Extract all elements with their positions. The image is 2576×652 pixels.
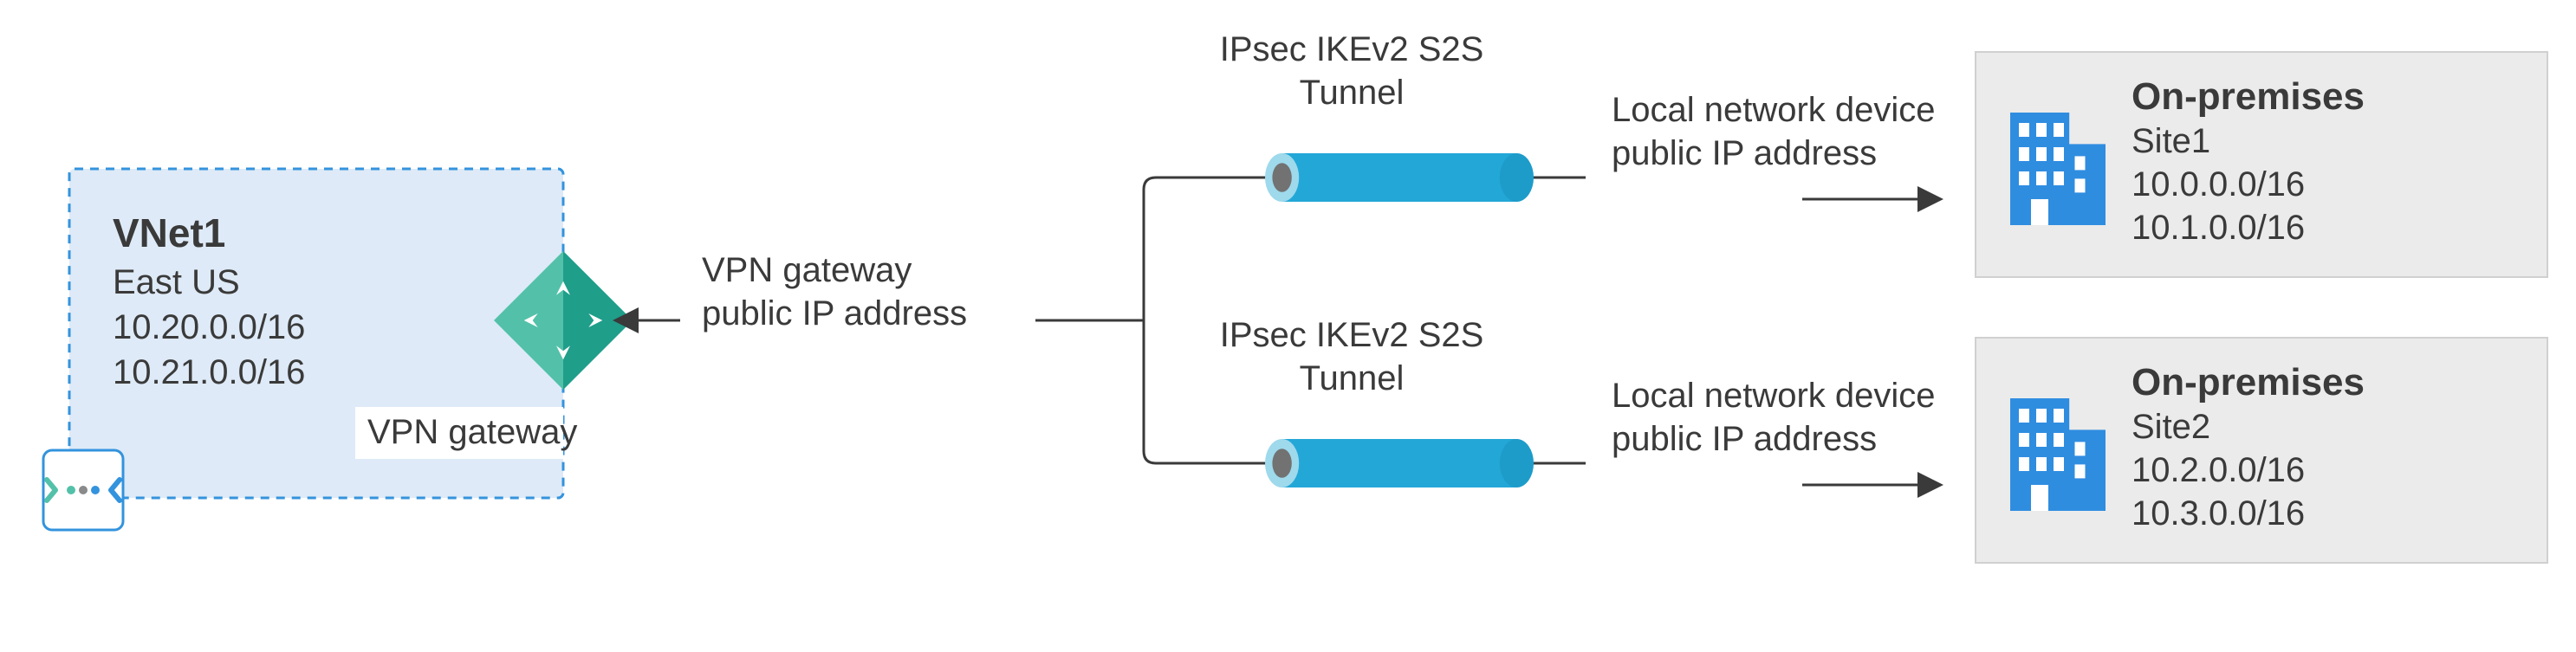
- tunnel-label: Tunnel: [1300, 359, 1405, 397]
- site-cidr: 10.3.0.0/16: [2132, 494, 2305, 533]
- site-cidr: 10.1.0.0/16: [2132, 209, 2305, 247]
- tunnel-label: IPsec IKEv2 S2S: [1220, 30, 1484, 68]
- vnet-region: East US: [113, 263, 240, 301]
- vnet-icon-dot: [91, 486, 100, 494]
- site-name: Site2: [2132, 408, 2210, 446]
- local-device-label: public IP address: [1612, 134, 1877, 172]
- site-cidr: 10.0.0.0/16: [2132, 165, 2305, 203]
- vnet-icon-dot: [79, 486, 88, 494]
- vnet-title: VNet1: [113, 210, 225, 255]
- site-name: Site1: [2132, 122, 2210, 160]
- local-device-label: Local network device: [1612, 91, 1936, 129]
- site-title: On-premises: [2132, 361, 2365, 403]
- site-cidr: 10.2.0.0/16: [2132, 451, 2305, 489]
- tunnel-pipe-icon: [1265, 153, 1534, 202]
- tunnel-label: IPsec IKEv2 S2S: [1220, 316, 1484, 354]
- tunnel-pipe-icon: [1265, 439, 1534, 487]
- vpn-gateway-ip-label: VPN gateway: [702, 251, 912, 289]
- site-title: On-premises: [2132, 75, 2365, 118]
- local-device-label: public IP address: [1612, 420, 1877, 458]
- vnet-cidr: 10.20.0.0/16: [113, 308, 305, 346]
- vnet-cidr: 10.21.0.0/16: [113, 353, 305, 391]
- vpn-gateway-label: VPN gateway: [367, 413, 577, 451]
- local-device-label: Local network device: [1612, 377, 1936, 415]
- vnet-icon-dot: [67, 486, 75, 494]
- vpn-gateway-ip-label: public IP address: [702, 294, 967, 332]
- tunnel-label: Tunnel: [1300, 74, 1405, 112]
